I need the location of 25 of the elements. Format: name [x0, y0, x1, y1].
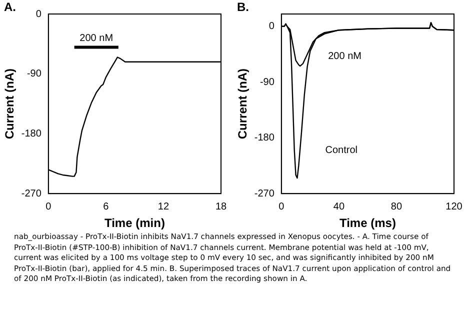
series-label: 200 nM [328, 50, 362, 62]
y-tick-label: -90 [26, 68, 42, 80]
y-tick-label: -180 [254, 132, 275, 144]
x-tick-label: 120 [446, 201, 463, 212]
x-tick-label: 80 [390, 201, 402, 212]
y-tick-label: -90 [260, 76, 275, 88]
series-label: 200 nM [80, 33, 114, 44]
chart-title: B. [237, 0, 249, 14]
x-tick-label: 12 [158, 201, 170, 212]
y-tick-label: 0 [36, 8, 42, 20]
text: Control [325, 144, 358, 156]
y-tick-label: -180 [21, 128, 42, 140]
x-tick-label: 0 [46, 201, 52, 212]
x-axis-title: Time (ms) [339, 216, 396, 230]
y-tick-label: 0 [268, 21, 275, 32]
x-axis-title: Time (min) [104, 216, 165, 230]
y-axis-title: Current (nA) [236, 68, 250, 140]
y-tick-label: -270 [21, 188, 42, 200]
x-tick-label: 18 [215, 201, 227, 212]
x-tick-label: 0 [278, 201, 285, 212]
x-tick-label: 6 [103, 201, 110, 212]
y-tick-label: -270 [254, 188, 275, 200]
x-tick-label: 40 [333, 201, 345, 212]
y-axis-title: Current (nA) [2, 68, 17, 140]
chart-title: A. [4, 0, 16, 14]
